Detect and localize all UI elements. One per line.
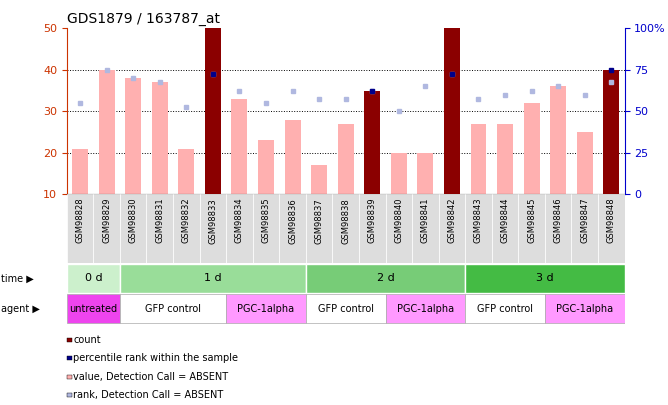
Bar (205, 74, 221, 194)
Text: agent ▶: agent ▶ (1, 304, 39, 314)
Bar (306, 294, 385, 323)
Text: GFP control: GFP control (318, 304, 373, 314)
Bar (465, 294, 545, 323)
Bar (72, 149, 88, 194)
Bar (385, 194, 412, 263)
Bar (306, 194, 333, 263)
Text: 1 d: 1 d (204, 273, 222, 283)
Bar (598, 194, 625, 263)
Text: GSM98848: GSM98848 (607, 198, 616, 243)
Text: GSM98828: GSM98828 (75, 198, 85, 243)
Bar (94, 194, 120, 263)
Bar (253, 194, 279, 263)
Bar (306, 264, 465, 293)
Text: GDS1879 / 163787_at: GDS1879 / 163787_at (67, 12, 220, 26)
Bar (364, 95, 380, 194)
Bar (418, 153, 434, 194)
Text: GSM98836: GSM98836 (288, 198, 297, 243)
Text: percentile rank within the sample: percentile rank within the sample (73, 354, 238, 363)
Text: GSM98837: GSM98837 (315, 198, 323, 243)
Bar (67, 264, 120, 293)
Text: time ▶: time ▶ (1, 273, 33, 283)
Bar (359, 194, 385, 263)
Bar (205, 28, 221, 194)
Bar (67, 194, 94, 263)
Bar (550, 86, 566, 194)
Bar (226, 294, 306, 323)
Bar (545, 194, 571, 263)
Bar (125, 78, 141, 194)
Bar (120, 264, 306, 293)
Bar (285, 119, 301, 194)
Bar (492, 194, 518, 263)
Bar (465, 264, 625, 293)
Text: 0 d: 0 d (85, 273, 102, 283)
Text: value, Detection Call = ABSENT: value, Detection Call = ABSENT (73, 372, 228, 382)
Bar (120, 294, 226, 323)
Bar (444, 28, 460, 194)
Text: GSM98840: GSM98840 (394, 198, 403, 243)
Bar (391, 153, 407, 194)
Bar (518, 194, 545, 263)
Text: untreated: untreated (69, 304, 118, 314)
Text: GSM98831: GSM98831 (155, 198, 164, 243)
Bar (226, 194, 253, 263)
Text: GSM98838: GSM98838 (341, 198, 350, 243)
Text: GSM98841: GSM98841 (421, 198, 430, 243)
Text: GSM98845: GSM98845 (527, 198, 536, 243)
Bar (364, 91, 380, 194)
Bar (258, 141, 274, 194)
Bar (497, 124, 513, 194)
Text: GSM98842: GSM98842 (448, 198, 456, 243)
Bar (571, 194, 598, 263)
Bar (311, 165, 327, 194)
Text: GSM98835: GSM98835 (261, 198, 271, 243)
Bar (152, 82, 168, 194)
Text: GSM98829: GSM98829 (102, 198, 111, 243)
Text: PGC-1alpha: PGC-1alpha (397, 304, 454, 314)
Bar (470, 124, 486, 194)
Text: GSM98839: GSM98839 (368, 198, 377, 243)
Bar (232, 99, 247, 194)
Bar (603, 74, 619, 194)
Bar (524, 103, 540, 194)
Bar (439, 194, 465, 263)
Bar (576, 132, 593, 194)
Bar (120, 194, 146, 263)
Bar (146, 194, 173, 263)
Text: GSM98843: GSM98843 (474, 198, 483, 243)
Bar (178, 149, 194, 194)
Bar (99, 70, 115, 194)
Bar (444, 70, 460, 194)
Bar (200, 194, 226, 263)
Text: GFP control: GFP control (477, 304, 533, 314)
Text: GSM98833: GSM98833 (208, 198, 217, 243)
Bar (338, 124, 353, 194)
Bar (67, 294, 120, 323)
Bar (545, 294, 625, 323)
Text: PGC-1alpha: PGC-1alpha (556, 304, 613, 314)
Bar (333, 194, 359, 263)
Bar (465, 194, 492, 263)
Text: PGC-1alpha: PGC-1alpha (237, 304, 295, 314)
Bar (603, 70, 619, 194)
Text: GSM98844: GSM98844 (500, 198, 510, 243)
Bar (385, 294, 465, 323)
Text: GSM98830: GSM98830 (129, 198, 138, 243)
Text: rank, Detection Call = ABSENT: rank, Detection Call = ABSENT (73, 390, 224, 400)
Text: GFP control: GFP control (145, 304, 201, 314)
Text: GSM98847: GSM98847 (580, 198, 589, 243)
Text: 2 d: 2 d (377, 273, 394, 283)
Text: GSM98846: GSM98846 (554, 198, 562, 243)
Bar (173, 194, 200, 263)
Text: GSM98834: GSM98834 (235, 198, 244, 243)
Bar (412, 194, 439, 263)
Text: 3 d: 3 d (536, 273, 554, 283)
Text: GSM98832: GSM98832 (182, 198, 191, 243)
Text: count: count (73, 335, 101, 345)
Bar (279, 194, 306, 263)
